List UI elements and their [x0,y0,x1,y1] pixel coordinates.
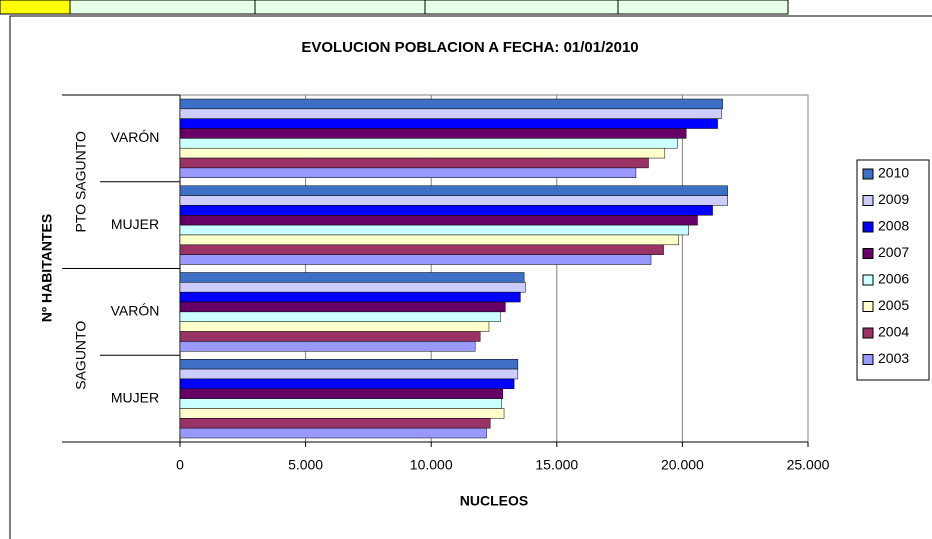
bar [179,427,487,439]
cell [69,0,789,15]
bar [179,167,637,178]
bar [179,224,689,236]
legend-swatch [862,248,874,259]
x-tick-label: 15.000 [535,457,578,473]
bar [179,147,666,159]
bar [179,321,490,332]
bar [179,378,515,390]
bar [179,418,491,429]
y-axis-title: Nº HABITANTES [39,214,55,322]
bar [179,108,722,119]
bar [179,234,679,246]
bar [179,272,525,283]
x-axis-title: NUCLEOS [460,493,528,509]
bar [179,195,728,206]
y-tick-label: VARÓN [111,129,160,145]
legend-label: 2007 [878,244,909,260]
legend-swatch [862,327,874,339]
y-tick-label: MUJER [111,389,159,405]
group-label: PTO SAGUNTO [73,131,89,233]
legend-label: 2008 [878,218,909,234]
bar [179,98,723,110]
legend-label: 2010 [878,165,909,181]
cell [0,0,71,15]
legend-swatch [862,195,874,206]
bar [179,331,481,342]
x-tick-label: 10.000 [410,457,453,473]
y-tick-label: VARÓN [111,303,160,319]
legend-label: 2009 [878,191,909,207]
bar [179,388,504,399]
chart-title: EVOLUCION POBLACION A FECHA: 01/01/2010 [301,39,638,56]
bar [179,368,519,380]
bar [179,215,698,226]
x-tick-label: 5.000 [288,457,323,473]
bar [179,282,526,293]
bar [179,244,664,255]
bar [179,118,718,129]
x-tick-label: 20.000 [661,457,704,473]
legend-label: 2006 [878,271,909,287]
bar [179,311,501,322]
legend-swatch [862,301,874,312]
bar [179,157,649,169]
legend-swatch [862,274,874,286]
bar [179,254,652,265]
bar [179,205,713,216]
bar [179,185,728,196]
bar [179,408,505,419]
x-tick-label: 25.000 [787,457,830,473]
x-tick-label: 0 [176,457,184,473]
chart-border [9,15,932,539]
y-tick-label: MUJER [111,216,159,232]
legend-swatch [862,168,874,180]
bar [179,341,476,352]
bar [179,291,521,303]
legend-swatch [862,354,874,365]
legend-label: 2003 [878,350,909,366]
bar [179,359,519,370]
bar [179,128,687,139]
bar [179,301,506,313]
legend-label: 2005 [878,297,909,313]
group-label: SAGUNTO [73,321,89,390]
bar [179,398,502,409]
legend-swatch [862,221,874,233]
bar [179,138,678,149]
legend-label: 2004 [878,324,909,340]
